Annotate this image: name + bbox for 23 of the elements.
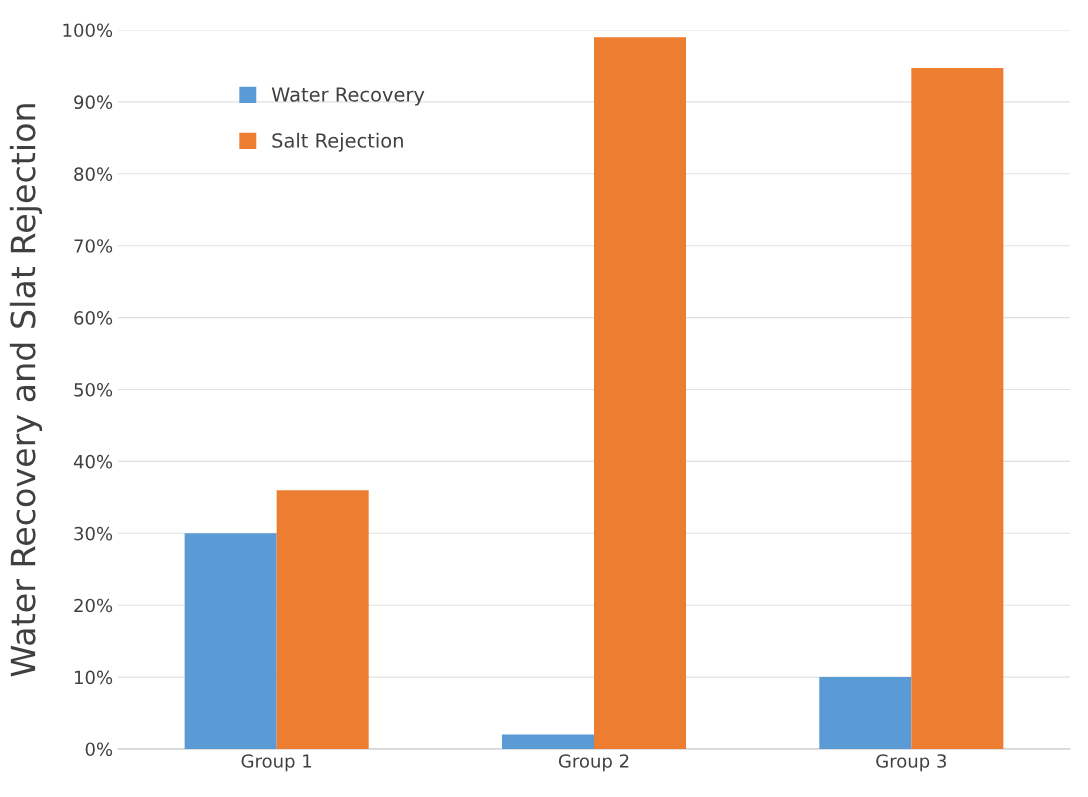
bar bbox=[594, 37, 687, 749]
y-tick-label: 70% bbox=[74, 239, 113, 253]
legend-label: Salt Rejection bbox=[272, 132, 403, 152]
bar bbox=[184, 533, 277, 749]
bar bbox=[911, 68, 1004, 749]
y-tick-label: 60% bbox=[74, 311, 113, 325]
legend-label: Water Recovery bbox=[271, 87, 425, 106]
x-tick-label: Group 1 bbox=[241, 754, 312, 772]
bar bbox=[501, 734, 594, 749]
bar bbox=[276, 490, 369, 749]
x-tick-label: Group 2 bbox=[558, 754, 629, 772]
y-tick-label: 20% bbox=[74, 598, 113, 613]
y-tick-label: 80% bbox=[74, 167, 113, 181]
y-tick-label: 10% bbox=[74, 670, 113, 685]
y-tick-label: 30% bbox=[74, 526, 113, 541]
x-tick-label: Group 3 bbox=[876, 754, 946, 772]
y-tick-label: 90% bbox=[74, 95, 113, 110]
y-tick-label: 50% bbox=[74, 382, 113, 397]
y-tick-label: 0% bbox=[85, 742, 113, 757]
y-tick-label: 100% bbox=[63, 23, 113, 38]
y-axis-title: Water Recovery and Slat Rejection bbox=[9, 104, 43, 677]
bar bbox=[819, 677, 912, 749]
y-tick-label: 40% bbox=[73, 454, 113, 469]
